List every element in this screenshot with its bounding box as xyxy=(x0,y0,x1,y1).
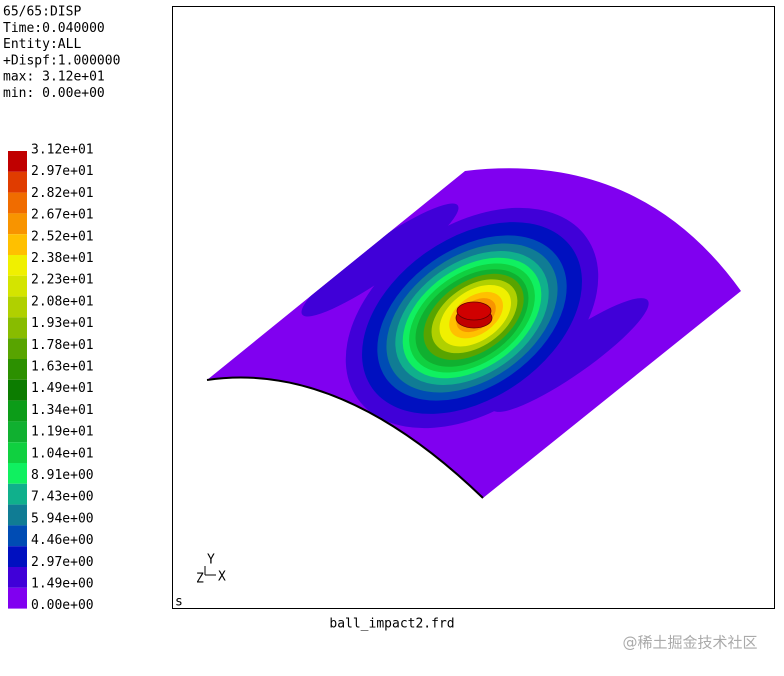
legend-swatch xyxy=(8,192,27,214)
legend-swatch xyxy=(8,171,27,193)
legend-label: 4.46e+00 xyxy=(31,533,94,548)
legend-swatch xyxy=(8,442,27,463)
legend-label: 8.91e+00 xyxy=(31,468,94,483)
legend-label: 7.43e+00 xyxy=(31,490,94,505)
legend-label: 2.67e+01 xyxy=(31,208,94,223)
info-line: Time:0.040000 xyxy=(3,21,105,36)
legend-swatch xyxy=(8,587,27,609)
watermark: @稀土掘金技术社区 xyxy=(622,634,757,652)
legend-swatch xyxy=(8,400,27,422)
legend-label: 2.52e+01 xyxy=(31,229,94,244)
legend-swatch xyxy=(8,567,27,588)
legend-label: 2.97e+01 xyxy=(31,164,94,179)
legend-label: 1.19e+01 xyxy=(31,425,94,440)
legend-label: 1.78e+01 xyxy=(31,338,94,353)
legend-label: 1.49e+01 xyxy=(31,381,94,396)
legend-label: 2.97e+00 xyxy=(31,555,94,570)
surface-plot xyxy=(206,168,741,499)
legend-swatch xyxy=(8,463,27,484)
legend-swatch xyxy=(8,317,27,339)
axis-label: Y xyxy=(207,553,215,568)
legend-swatch xyxy=(8,338,27,359)
legend-swatch xyxy=(8,546,27,567)
legend-label: 2.08e+01 xyxy=(31,294,94,309)
corner-label: s xyxy=(175,595,183,610)
legend-swatch xyxy=(8,213,27,235)
legend-label: 0.00e+00 xyxy=(31,598,94,613)
legend-label: 1.04e+01 xyxy=(31,446,94,461)
legend-swatch xyxy=(8,296,27,318)
legend-label: 3.12e+01 xyxy=(31,143,94,158)
info-line: Entity:ALL xyxy=(3,37,81,52)
axis-triad xyxy=(204,566,216,576)
legend-swatch xyxy=(8,234,27,255)
legend-swatch xyxy=(8,504,27,526)
axis-label: X xyxy=(218,570,226,585)
legend-swatch xyxy=(8,151,27,172)
legend-swatch xyxy=(8,275,27,297)
legend-label: 5.94e+00 xyxy=(31,511,94,526)
info-line: 65/65:DISP xyxy=(3,5,81,20)
axis-label: Z xyxy=(196,572,204,587)
filename: ball_impact2.frd xyxy=(329,617,454,632)
legend-label: 2.82e+01 xyxy=(31,186,94,201)
legend-swatch xyxy=(8,483,27,505)
legend-swatch xyxy=(8,379,27,401)
legend-label: 2.23e+01 xyxy=(31,273,94,288)
legend-label: 2.38e+01 xyxy=(31,251,94,266)
info-line: max: 3.12e+01 xyxy=(3,70,105,85)
legend-swatch xyxy=(8,359,27,380)
legend-label: 1.93e+01 xyxy=(31,316,94,331)
legend-swatch xyxy=(8,525,27,547)
legend-swatch xyxy=(8,421,27,443)
info-line: min: 0.00e+00 xyxy=(3,86,105,101)
legend-label: 1.49e+00 xyxy=(31,577,94,592)
legend-label: 1.34e+01 xyxy=(31,403,94,418)
legend-swatch xyxy=(8,255,27,276)
legend-label: 1.63e+01 xyxy=(31,360,94,375)
info-line: +Dispf:1.000000 xyxy=(3,53,120,68)
